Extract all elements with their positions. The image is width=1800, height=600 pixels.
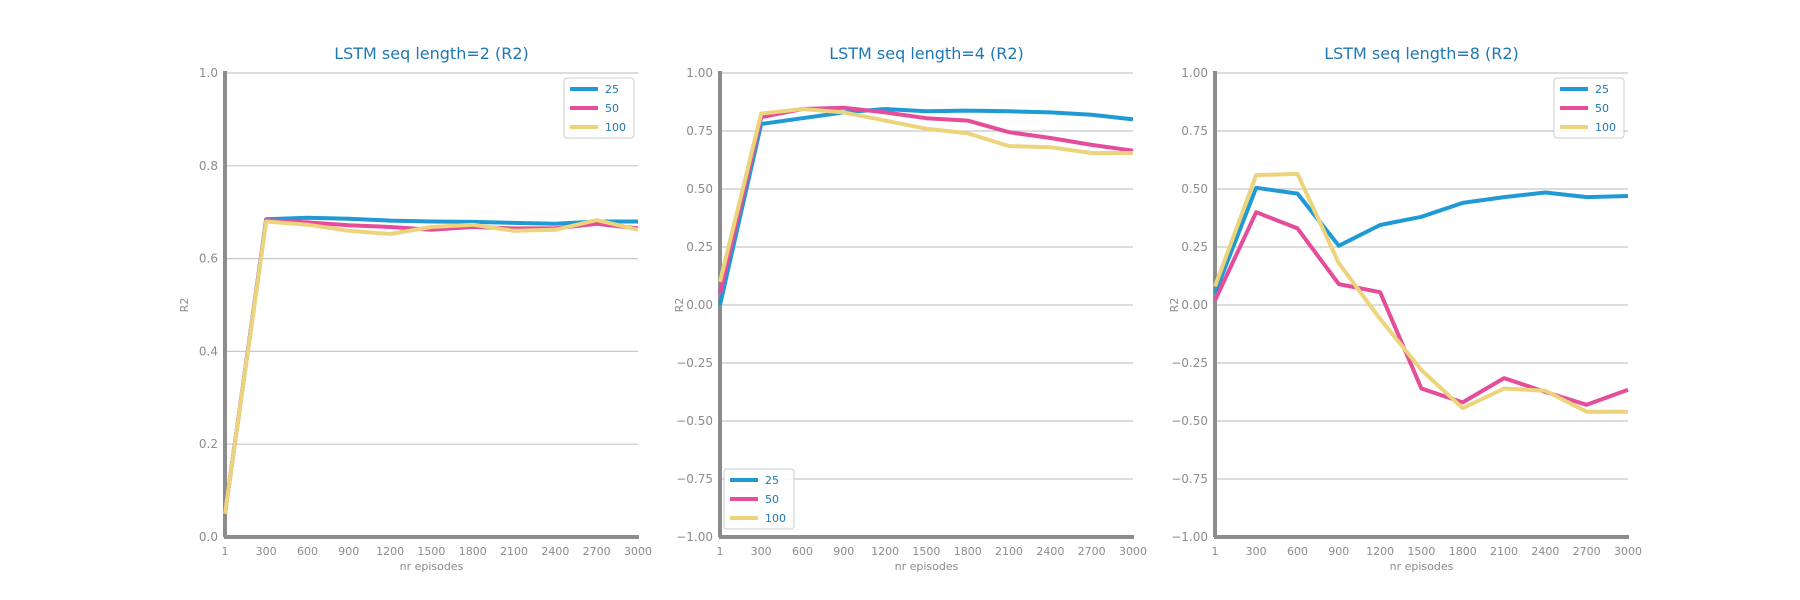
series-line-100 xyxy=(223,218,639,515)
series-line-50 xyxy=(718,105,1134,294)
y-tick-label: 1.00 xyxy=(686,66,713,80)
series-line-25 xyxy=(223,215,638,515)
y-tick-label: 0.2 xyxy=(199,437,218,451)
legend-box xyxy=(563,77,635,139)
y-tick-label: −1.00 xyxy=(1171,530,1208,544)
x-tick-label: 300 xyxy=(751,545,772,558)
y-tick-label: −0.75 xyxy=(676,472,713,486)
x-tick-label: 3000 xyxy=(1614,545,1642,558)
legend-label: 25 xyxy=(1595,83,1609,96)
x-tick-label: 2400 xyxy=(541,545,569,558)
chart-title: LSTM seq length=2 (R2) xyxy=(334,44,529,63)
x-tick-label: 1800 xyxy=(1449,545,1477,558)
x-tick-label: 2100 xyxy=(1490,545,1518,558)
x-tick-label: 1200 xyxy=(1366,545,1394,558)
series-line-50 xyxy=(223,218,639,515)
y-tick-label: 0.75 xyxy=(686,124,713,138)
legend-label: 100 xyxy=(605,121,626,134)
y-axis-label: R2 xyxy=(178,298,191,313)
legend-label: 25 xyxy=(605,83,619,96)
x-tick-label: 1500 xyxy=(1407,545,1435,558)
y-tick-label: 1.00 xyxy=(1181,66,1208,80)
y-tick-label: −0.75 xyxy=(1171,472,1208,486)
chart-title: LSTM seq length=4 (R2) xyxy=(829,44,1024,63)
y-tick-label: 0.25 xyxy=(686,240,713,254)
x-tick-label: 1 xyxy=(717,545,724,558)
x-tick-label: 2700 xyxy=(1078,545,1106,558)
x-tick-label: 900 xyxy=(1328,545,1349,558)
legend-box xyxy=(1553,77,1625,139)
y-tick-label: −1.00 xyxy=(676,530,713,544)
legend-label: 50 xyxy=(1595,102,1609,115)
x-tick-label: 3000 xyxy=(624,545,652,558)
y-tick-label: 0.00 xyxy=(686,298,713,312)
y-tick-label: 0.75 xyxy=(1181,124,1208,138)
x-tick-label: 300 xyxy=(256,545,277,558)
x-axis-label: nr episodes xyxy=(1390,560,1454,573)
x-tick-label: 2100 xyxy=(500,545,528,558)
chart-panel-1: LSTM seq length=2 (R2) 0.0 0.2 0.4 0.6 0.8 1.0… xyxy=(178,44,652,573)
x-axis-label: nr episodes xyxy=(895,560,959,573)
x-tick-label: 1800 xyxy=(459,545,487,558)
y-tick-label: 0.4 xyxy=(199,344,218,358)
series-line-25 xyxy=(718,107,1134,306)
x-tick-label: 2400 xyxy=(1531,545,1559,558)
x-tick-label: 300 xyxy=(1246,545,1267,558)
y-tick-label: 0.6 xyxy=(199,252,218,266)
x-tick-label: 1800 xyxy=(954,545,982,558)
y-tick-label: −0.50 xyxy=(1171,414,1208,428)
series-line-25 xyxy=(1213,185,1629,295)
legend: 25 50 100 xyxy=(1553,77,1625,139)
legend-label: 100 xyxy=(1595,121,1616,134)
x-tick-label: 900 xyxy=(833,545,854,558)
x-tick-label: 600 xyxy=(792,545,813,558)
y-tick-label: −0.25 xyxy=(1171,356,1208,370)
y-tick-label: 0.00 xyxy=(1181,298,1208,312)
x-tick-label: 2700 xyxy=(583,545,611,558)
x-tick-label: 1500 xyxy=(912,545,940,558)
chart-panel-3: LSTM seq length=8 (R2) −1.00 −0.75 −0.50 −0.… xyxy=(1168,44,1642,573)
y-axis-label: R2 xyxy=(673,298,686,313)
legend-label: 25 xyxy=(765,474,779,487)
y-tick-label: 1.0 xyxy=(199,66,218,80)
x-tick-label: 2400 xyxy=(1036,545,1064,558)
x-tick-label: 600 xyxy=(297,545,318,558)
x-tick-label: 1 xyxy=(222,545,229,558)
y-tick-label: 0.50 xyxy=(1181,182,1208,196)
x-tick-label: 3000 xyxy=(1119,545,1147,558)
y-tick-label: −0.25 xyxy=(676,356,713,370)
legend-label: 50 xyxy=(605,102,619,115)
legend-box xyxy=(723,468,795,530)
x-tick-label: 2700 xyxy=(1573,545,1601,558)
series-line-100 xyxy=(1213,171,1628,414)
legend-label: 50 xyxy=(765,493,779,506)
x-tick-label: 1200 xyxy=(871,545,899,558)
series-line-100 xyxy=(718,107,1133,283)
x-tick-label: 2100 xyxy=(995,545,1023,558)
y-tick-label: 0.50 xyxy=(686,182,713,196)
chart-panel-2: LSTM seq length=4 (R2) −1.00 −0.75 −0.50 −0.… xyxy=(673,44,1147,573)
series-line-50 xyxy=(1213,210,1629,407)
y-tick-label: 0.25 xyxy=(1181,240,1208,254)
y-axis-label: R2 xyxy=(1168,298,1181,313)
legend-label: 100 xyxy=(765,512,786,525)
x-tick-label: 900 xyxy=(338,545,359,558)
x-tick-label: 1500 xyxy=(417,545,445,558)
chart-title: LSTM seq length=8 (R2) xyxy=(1324,44,1519,63)
legend: 25 50 100 xyxy=(723,468,795,530)
x-tick-label: 600 xyxy=(1287,545,1308,558)
y-tick-label: 0.0 xyxy=(199,530,218,544)
y-tick-label: 0.8 xyxy=(199,159,218,173)
legend: 25 50 100 xyxy=(563,77,635,139)
y-tick-label: −0.50 xyxy=(676,414,713,428)
x-tick-label: 1 xyxy=(1212,545,1219,558)
x-tick-label: 1200 xyxy=(376,545,404,558)
x-axis-label: nr episodes xyxy=(400,560,464,573)
